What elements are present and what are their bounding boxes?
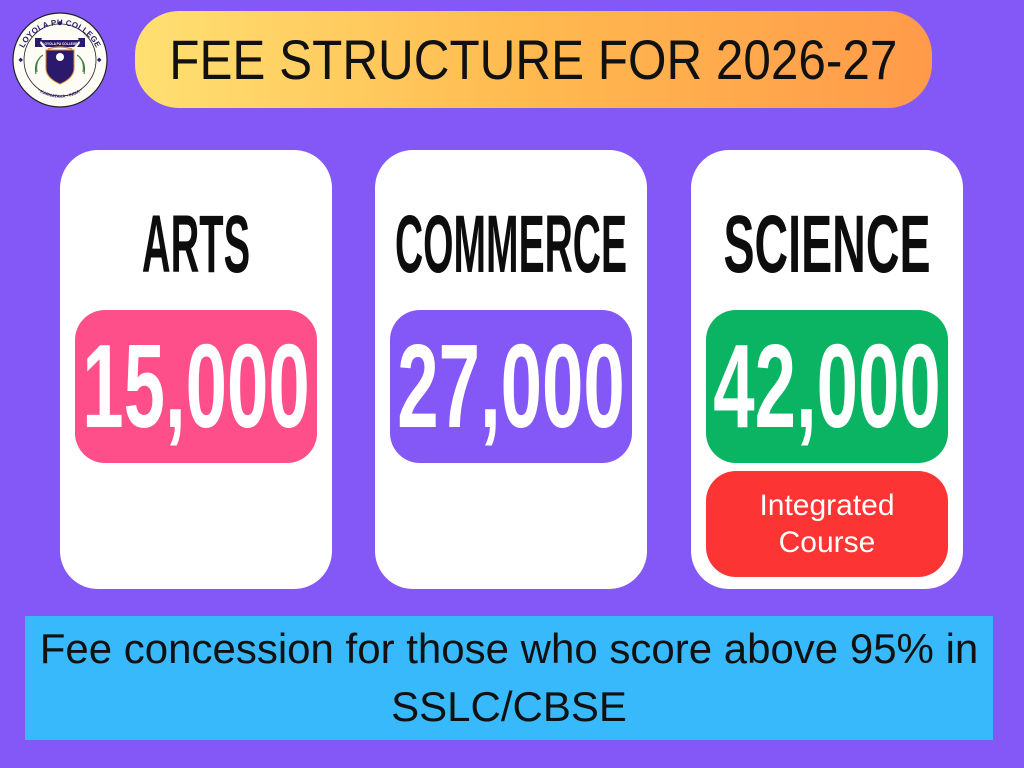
- svg-text:LOYOLA PU COLLEGE: LOYOLA PU COLLEGE: [43, 42, 78, 46]
